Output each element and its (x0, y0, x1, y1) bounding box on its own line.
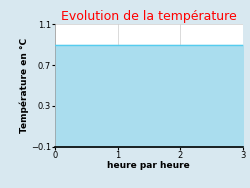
Title: Evolution de la température: Evolution de la température (61, 10, 236, 23)
Y-axis label: Température en °C: Température en °C (20, 38, 29, 133)
X-axis label: heure par heure: heure par heure (108, 161, 190, 170)
